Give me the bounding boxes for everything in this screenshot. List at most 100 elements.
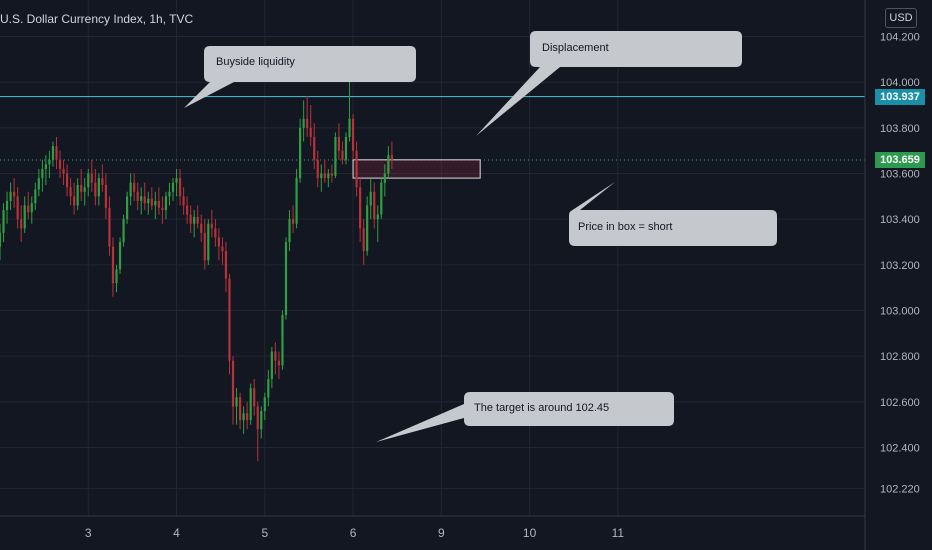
candle-body xyxy=(178,178,182,197)
candle-body xyxy=(143,196,146,204)
candle-body xyxy=(0,232,2,247)
time-tick-label: 4 xyxy=(173,526,180,540)
time-tick-label: 10 xyxy=(523,526,537,540)
candle-body xyxy=(51,146,55,160)
candle-body xyxy=(175,178,178,183)
candle-body xyxy=(13,191,16,197)
candle-body xyxy=(337,136,341,151)
price-tick-label: 104.000 xyxy=(880,77,920,89)
price-tick-label: 104.200 xyxy=(880,32,920,44)
time-tick-label: 11 xyxy=(612,526,625,540)
candle-body xyxy=(55,146,58,160)
time-axis[interactable]: 3 4 5 6 9 10 11 xyxy=(85,526,624,540)
candle-body xyxy=(161,207,164,211)
candle-body xyxy=(115,269,118,284)
candle-body xyxy=(302,118,305,128)
price-badge-buyside: 103.937 xyxy=(875,88,925,105)
candle-body xyxy=(41,168,44,179)
candle-body xyxy=(147,198,150,204)
candle-body xyxy=(27,205,30,213)
candle-body xyxy=(383,173,386,183)
price-axis[interactable]: 104.200 104.000 103.800 103.600 103.400 103.2… xyxy=(880,32,920,496)
candle-body xyxy=(288,219,291,243)
candle-body xyxy=(168,191,171,197)
price-tick-label: 102.600 xyxy=(880,397,920,409)
candle-body xyxy=(48,159,51,165)
candle-body xyxy=(281,315,284,366)
currency-button[interactable]: USD xyxy=(885,8,917,28)
candle-body xyxy=(118,242,122,270)
candle-body xyxy=(295,178,298,224)
candle-body xyxy=(87,173,90,188)
candle-body xyxy=(196,216,199,224)
time-tick-label: 6 xyxy=(350,526,357,540)
candle-body xyxy=(238,397,242,421)
candle-body xyxy=(380,182,383,215)
candle-body xyxy=(23,205,26,229)
short-box-layer xyxy=(352,159,481,179)
candle-body xyxy=(186,205,189,215)
candle-body xyxy=(387,155,390,174)
price-tick-label: 103.000 xyxy=(880,306,920,318)
candle-body xyxy=(44,164,47,169)
candle-body xyxy=(376,214,379,220)
candle-body xyxy=(207,223,210,261)
candle-body xyxy=(94,182,97,197)
candle-body xyxy=(267,379,270,398)
candle-body xyxy=(90,173,93,183)
candle-body xyxy=(299,127,302,179)
candle-body xyxy=(351,118,355,151)
candle-body xyxy=(260,410,263,430)
candle-body xyxy=(313,136,316,160)
candle-body xyxy=(2,210,5,233)
candle-body xyxy=(253,388,256,407)
candle-body xyxy=(348,118,351,137)
candle-body xyxy=(214,228,217,238)
candle-body xyxy=(133,182,136,192)
candle-body xyxy=(9,191,12,201)
candle-body xyxy=(83,187,86,192)
callout-buyside-liquidity: Buyside liquidity xyxy=(216,56,295,68)
candle-body xyxy=(284,242,288,316)
candle-body xyxy=(274,351,277,361)
candle-body xyxy=(129,182,132,197)
candle-body xyxy=(341,150,344,160)
candle-body xyxy=(140,196,143,201)
candle-body xyxy=(30,203,33,213)
candle-body xyxy=(309,127,312,137)
time-tick-label: 3 xyxy=(85,526,92,540)
candle-body xyxy=(334,136,337,176)
candle-body xyxy=(344,136,348,160)
candle-body xyxy=(104,184,108,208)
short-box xyxy=(352,159,481,179)
candle-body xyxy=(270,351,273,380)
candle-body xyxy=(263,397,266,411)
candle-body xyxy=(330,173,333,176)
candle-body xyxy=(323,173,326,179)
candles xyxy=(0,68,393,462)
candle-body xyxy=(359,187,362,229)
candle-body xyxy=(327,173,330,179)
candle-body xyxy=(193,216,196,224)
candle-body xyxy=(306,118,309,128)
candle-body xyxy=(390,155,393,160)
candle-body xyxy=(111,246,115,284)
candle-body xyxy=(65,173,69,188)
candle-body xyxy=(235,397,238,407)
candle-body xyxy=(210,223,213,229)
candle-body xyxy=(108,207,111,247)
time-tick-label: 9 xyxy=(438,526,445,540)
candle-body xyxy=(126,196,129,220)
candle-body xyxy=(231,360,235,407)
callout-price-in-box-shape xyxy=(569,182,777,246)
candle-body xyxy=(200,223,203,233)
candle-body xyxy=(80,184,83,192)
candle-body xyxy=(157,200,160,208)
candle-body xyxy=(242,413,245,421)
candle-body xyxy=(154,200,157,206)
candle-body xyxy=(73,196,76,206)
candle-body xyxy=(171,182,175,192)
price-tick-label: 103.800 xyxy=(880,123,920,135)
